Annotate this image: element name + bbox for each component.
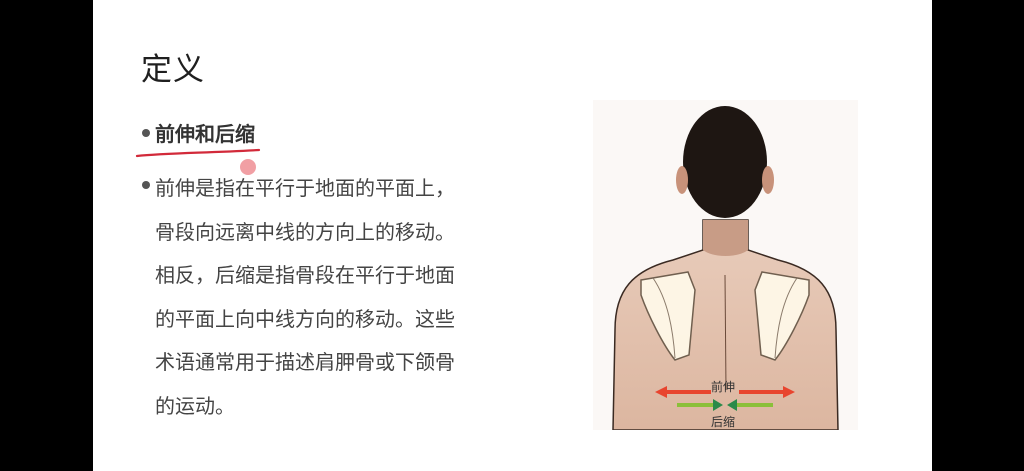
annotation-underline	[135, 148, 261, 158]
head-hair	[683, 106, 767, 218]
pointer-cursor	[240, 159, 256, 175]
protraction-label: 前伸	[711, 380, 736, 394]
bullet-dot	[142, 181, 150, 189]
slide-title: 定义	[141, 52, 205, 88]
retraction-label: 后缩	[711, 415, 736, 429]
text-line: 前伸是指在平行于地面的平面上，	[155, 176, 455, 200]
text-line: 骨段向远离中线的方向上的移动。	[155, 219, 455, 244]
text-line: 的运动。	[155, 393, 235, 418]
spine-line	[724, 274, 727, 391]
bullet-dot	[142, 129, 150, 137]
text-line: 相反，后缩是指骨段在平行于地面	[155, 263, 455, 287]
text-line: 术语通常用于描述肩胛骨或下颌骨	[155, 350, 455, 374]
scapula-illustration: 前伸 后缩	[593, 100, 858, 431]
back-anatomy-image	[593, 100, 858, 431]
text-line: 的平面上向中线方向的移动。这些	[155, 306, 455, 331]
right-scapula	[754, 271, 810, 361]
bullet-heading: 前伸和后缩	[155, 122, 255, 146]
definition-text: 前伸是指在平行于地面的平面上， 骨段向远离中线的方向上的移动。 相反，后缩是指骨…	[155, 167, 515, 428]
left-scapula	[640, 271, 696, 361]
slide: 定义 前伸和后缩 前伸是指在平行于地面的平面上， 骨段向远离中线的方向上的移动。…	[93, 0, 932, 471]
